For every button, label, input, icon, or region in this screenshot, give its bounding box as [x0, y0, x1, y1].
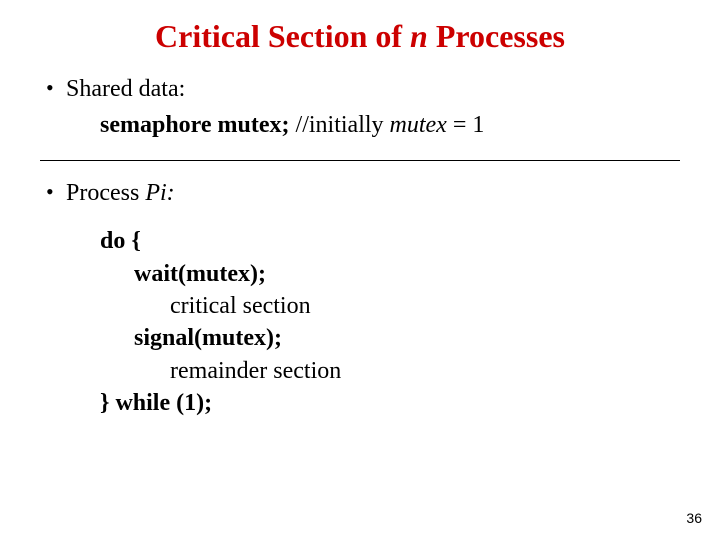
code-l4: signal(mutex);	[100, 322, 680, 354]
code-l2: wait(mutex);	[100, 258, 680, 290]
divider	[40, 160, 680, 161]
bullet1-label: Shared data:	[66, 76, 185, 102]
comment-var: mutex	[390, 112, 447, 138]
bullet-process: Process Pi:	[40, 177, 680, 209]
code-block: do { wait(mutex); critical section signa…	[40, 225, 680, 419]
code-l1: do {	[100, 225, 680, 257]
bullet-shared-data: Shared data:	[40, 73, 680, 105]
page-number: 36	[686, 510, 702, 526]
semaphore-decl: semaphore mutex;	[100, 112, 296, 138]
code-l5: remainder section	[100, 355, 680, 387]
comment-suffix: = 1	[447, 112, 485, 138]
bullet2-prefix: Process	[66, 180, 145, 206]
bullet2-var: Pi	[145, 180, 166, 206]
bullet-list-2: Process Pi:	[40, 177, 680, 209]
bullet-list: Shared data:	[40, 73, 680, 105]
title-n: n	[410, 18, 428, 54]
slide: Critical Section of n Processes Shared d…	[0, 0, 720, 540]
shared-data-line: semaphore mutex; //initially mutex = 1	[40, 109, 680, 141]
code-l3: critical section	[100, 290, 680, 322]
comment-prefix: //initially	[296, 112, 390, 138]
bullet2-suffix: :	[167, 180, 175, 206]
slide-title: Critical Section of n Processes	[40, 18, 680, 55]
title-prefix: Critical Section of	[155, 18, 410, 54]
title-suffix: Processes	[428, 18, 565, 54]
code-l6: } while (1);	[100, 387, 680, 419]
